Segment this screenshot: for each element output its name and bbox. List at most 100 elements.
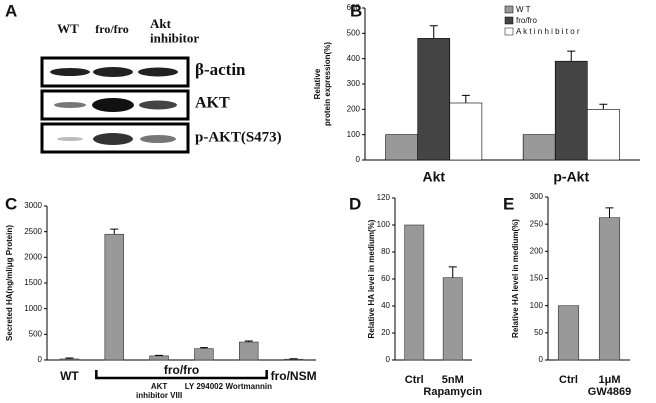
y-tick-label: 600 (347, 3, 361, 12)
y-tick-label: 80 (381, 247, 390, 256)
error-bar (155, 354, 164, 356)
error-bar (199, 347, 208, 349)
y-tick-label: 1500 (24, 278, 42, 287)
group-bracket (95, 370, 268, 380)
band (92, 98, 134, 112)
legend-swatch (504, 16, 514, 25)
y-axis-label: Relative HA level in medium(%) (367, 219, 376, 338)
panel-label: A (5, 1, 17, 20)
group-label: fro/fro (164, 363, 199, 377)
bar (586, 109, 620, 161)
panel-label: C (5, 194, 17, 213)
bar (522, 134, 556, 161)
row-label: p-AKT(S473) (195, 129, 282, 145)
lane-label: fro/fro (95, 22, 129, 36)
y-tick-label: 100 (347, 130, 361, 139)
lane-label: Akt inhibitor (150, 16, 199, 45)
x-tick-label: p-Akt (553, 169, 589, 185)
legend-swatch (504, 5, 514, 14)
x-tick-label: LY 294002 (185, 382, 224, 391)
band (140, 135, 176, 143)
y-tick-label: 300 (347, 79, 361, 88)
bar (404, 224, 425, 361)
legend-label: A k t i n h i b i t o r (516, 27, 580, 36)
y-tick-label: 2000 (24, 252, 42, 261)
legend-label: fro/fro (516, 16, 537, 25)
y-tick-label: 200 (530, 246, 544, 255)
band (93, 67, 133, 77)
y-axis-label: Relative HA level in medium(%) (511, 219, 520, 338)
band (57, 137, 83, 141)
error-bar (289, 358, 298, 360)
x-tick-label: WT (60, 369, 79, 383)
y-tick-label: 120 (377, 193, 391, 202)
bar (149, 355, 169, 361)
band (93, 133, 133, 145)
bar (557, 305, 580, 361)
y-tick-label: 500 (347, 28, 361, 37)
error-bar (448, 266, 457, 278)
y-tick-label: 1000 (24, 304, 42, 313)
bar (449, 102, 483, 161)
band (50, 68, 90, 76)
bar (59, 358, 80, 361)
y-tick-label: 60 (381, 274, 390, 283)
error-bar (605, 207, 614, 218)
x-tick-label: 5nM Rapamycin (423, 374, 482, 398)
bar (194, 348, 214, 361)
y-tick-label: 3000 (24, 201, 42, 210)
blot-panel: A WT fro/fro Akt inhibitor β-actin AKT p-… (5, 1, 282, 154)
error-bar (429, 25, 438, 39)
band (54, 102, 86, 108)
error-bar (110, 228, 119, 235)
y-tick-label: 500 (29, 329, 43, 338)
bar (283, 358, 304, 361)
error-bar (244, 340, 253, 343)
y-tick-label: 100 (377, 220, 391, 229)
y-tick-label: 20 (381, 328, 390, 337)
row-label: β-actin (195, 60, 246, 79)
x-tick-label: Akt (422, 169, 445, 185)
bar (385, 134, 419, 161)
y-tick-label: 0 (386, 355, 391, 364)
bar (598, 217, 621, 361)
panel-label: B (350, 1, 362, 20)
y-tick-label: 0 (38, 355, 43, 364)
bar (442, 277, 463, 361)
y-tick-label: 400 (347, 54, 361, 63)
y-tick-label: 40 (381, 301, 390, 310)
bar (239, 341, 259, 361)
x-tick-label: Wortmannin (225, 382, 272, 391)
lane-label: WT (57, 21, 79, 36)
y-tick-label: 150 (530, 274, 544, 283)
x-tick-label: fro/NSM (271, 369, 317, 383)
y-tick-label: 0 (356, 155, 361, 164)
row-label: AKT (195, 95, 230, 112)
y-tick-label: 250 (530, 219, 544, 228)
x-tick-label: 1μM GW4869 (588, 374, 631, 398)
band (139, 100, 177, 110)
x-tick-label: Ctrl (559, 374, 578, 386)
legend-swatch (504, 27, 514, 36)
panel-label: E (503, 194, 514, 213)
bar (417, 38, 451, 161)
y-tick-label: 2500 (24, 227, 42, 236)
error-bar (461, 94, 470, 103)
y-tick-label: 300 (530, 192, 544, 201)
y-axis-label: protein expression(%) (323, 42, 332, 126)
x-tick-label: AKT inhibitor VIII (136, 382, 182, 400)
error-bar (65, 357, 74, 359)
error-bar (567, 50, 576, 62)
y-tick-label: 100 (530, 301, 544, 310)
x-tick-label: Ctrl (405, 374, 424, 386)
y-axis-label: Relative (313, 68, 322, 99)
bar (104, 233, 124, 361)
band (138, 67, 178, 77)
error-bar (599, 103, 608, 110)
y-axis-label: Secreted HA(ng/ml/μg Protein) (5, 225, 14, 341)
y-tick-label: 50 (534, 328, 543, 337)
legend-label: W T (516, 5, 531, 14)
panel-label: D (349, 194, 361, 213)
bar (554, 60, 588, 161)
